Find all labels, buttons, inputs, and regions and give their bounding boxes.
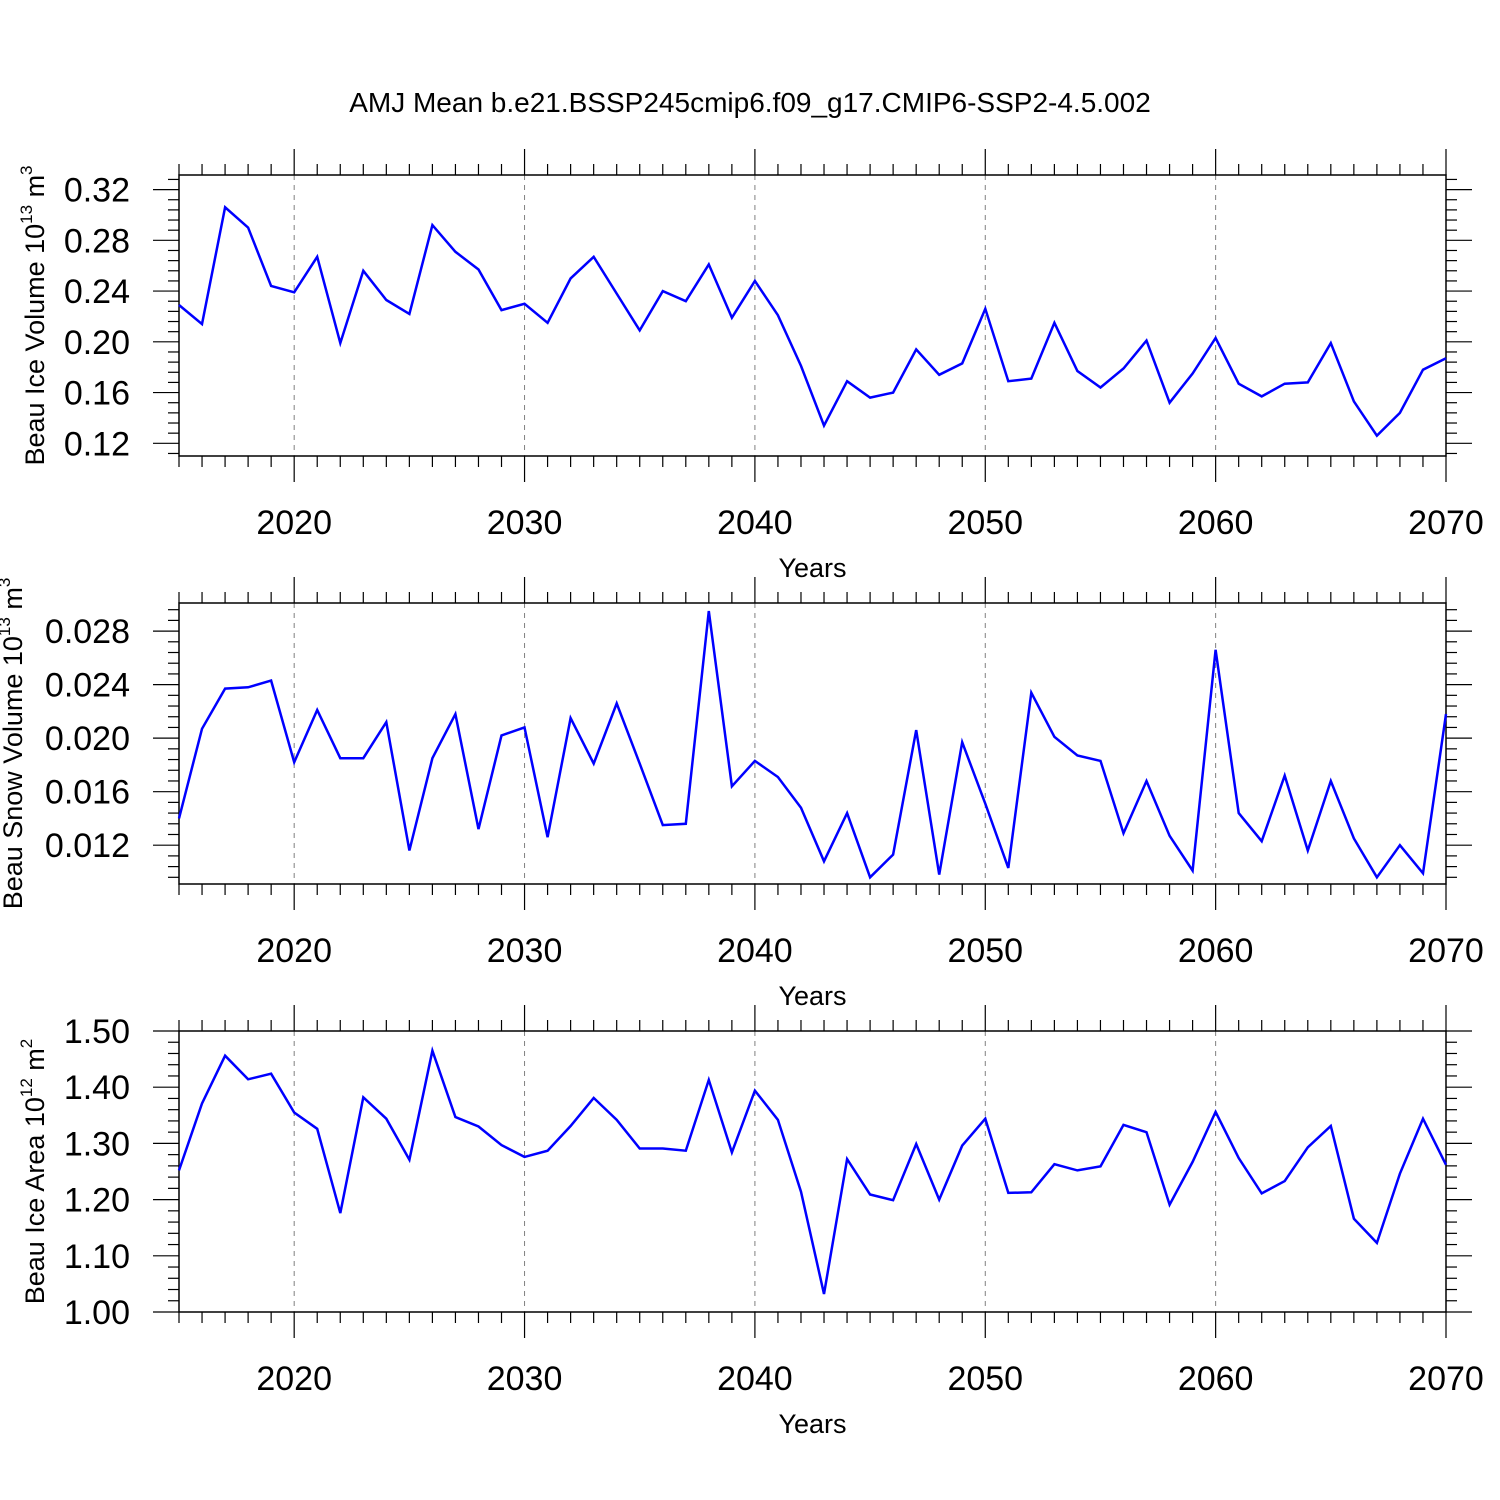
x-tick-label: 2040 bbox=[717, 504, 793, 542]
y-axis-title-part: Beau Ice Area 10 bbox=[20, 1097, 50, 1304]
y-axis-title-part: Beau Snow Volume 10 bbox=[0, 636, 28, 909]
x-tick-label: 2060 bbox=[1178, 504, 1254, 542]
y-tick-label: 0.24 bbox=[64, 273, 130, 311]
y-tick-label: 0.016 bbox=[45, 774, 130, 812]
series-line bbox=[177, 1046, 1448, 1295]
plot-frame bbox=[178, 1030, 1447, 1313]
chart-panel-1: 2020 2030 2040 2050 2060 2070 0.12 0.16 0.20 0.24… bbox=[17, 149, 1484, 583]
x-tick-label: 2050 bbox=[947, 504, 1023, 542]
x-tick-label: 2030 bbox=[487, 1360, 563, 1398]
y-axis-title-part: Beau Ice Volume 10 bbox=[20, 224, 50, 466]
y-tick-label: 1.10 bbox=[64, 1238, 130, 1276]
x-tick-label: 2050 bbox=[947, 1360, 1023, 1398]
y-axis-title: Beau Ice Volume 1013 m3 bbox=[17, 165, 50, 465]
y-axis-title-superscript: 3 bbox=[17, 165, 36, 174]
y-tick-label: 1.00 bbox=[64, 1294, 130, 1332]
x-tick-label: 2050 bbox=[947, 932, 1023, 970]
y-axis-title-part: m bbox=[0, 587, 28, 617]
x-tick-label: 2020 bbox=[256, 1360, 332, 1398]
panels: 2020 2030 2040 2050 2060 2070 0.12 0.16 0.20 0.24… bbox=[0, 149, 1484, 1439]
x-tick-label: 2060 bbox=[1178, 932, 1254, 970]
y-tick-label: 0.12 bbox=[64, 425, 130, 463]
x-tick-label: 2070 bbox=[1408, 504, 1484, 542]
y-tick-label: 1.30 bbox=[64, 1125, 130, 1163]
y-axis-title-superscript: 13 bbox=[17, 205, 36, 224]
y-axis-title: Beau Ice Area 1012 m2 bbox=[17, 1039, 50, 1305]
x-tick-label: 2060 bbox=[1178, 1360, 1254, 1398]
y-tick-label: 1.20 bbox=[64, 1182, 130, 1220]
y-tick-label: 0.28 bbox=[64, 222, 130, 260]
x-axis-title: Years bbox=[778, 981, 846, 1011]
chart-panel-2: 2020 2030 2040 2050 2060 2070 0.012 0.016 0.020 0… bbox=[0, 577, 1484, 1011]
x-tick-label: 2040 bbox=[717, 1360, 793, 1398]
plot-frame bbox=[178, 174, 1447, 457]
x-tick-label: 2020 bbox=[256, 932, 332, 970]
y-tick-label: 0.32 bbox=[64, 172, 130, 210]
x-tick-label: 2070 bbox=[1408, 1360, 1484, 1398]
x-axis-title: Years bbox=[778, 553, 846, 583]
series-line bbox=[177, 610, 1448, 880]
series-line bbox=[178, 204, 1447, 438]
x-axis-title: Years bbox=[778, 1409, 846, 1439]
y-tick-label: 0.16 bbox=[64, 375, 130, 413]
y-axis-title-superscript: 2 bbox=[17, 1039, 36, 1048]
y-tick-label: 1.40 bbox=[64, 1069, 130, 1107]
y-axis-title-part: m bbox=[20, 1048, 50, 1078]
y-tick-label: 0.012 bbox=[45, 827, 130, 865]
y-tick-label: 0.20 bbox=[64, 324, 130, 362]
y-axis-title-superscript: 3 bbox=[0, 578, 14, 587]
x-tick-label: 2070 bbox=[1408, 932, 1484, 970]
y-tick-label: 0.028 bbox=[45, 613, 130, 651]
y-tick-label: 0.020 bbox=[45, 720, 130, 758]
x-tick-label: 2030 bbox=[487, 504, 563, 542]
figure-title: AMJ Mean b.e21.BSSP245cmip6.f09_g17.CMIP… bbox=[349, 87, 1151, 118]
chart-panel-3: 2020 2030 2040 2050 2060 2070 1.00 1.10 1.20 1.30… bbox=[17, 1005, 1484, 1439]
y-tick-label: 0.024 bbox=[45, 667, 130, 705]
plot-frame bbox=[178, 602, 1447, 885]
y-axis-title: Beau Snow Volume 1013 m3 bbox=[0, 578, 28, 910]
x-tick-label: 2040 bbox=[717, 932, 793, 970]
y-axis-title-superscript: 13 bbox=[0, 617, 14, 636]
x-tick-label: 2020 bbox=[256, 504, 332, 542]
y-tick-label: 1.50 bbox=[64, 1013, 130, 1051]
x-tick-label: 2030 bbox=[487, 932, 563, 970]
y-axis-title-superscript: 12 bbox=[17, 1078, 36, 1097]
y-axis-title-part: m bbox=[20, 175, 50, 205]
